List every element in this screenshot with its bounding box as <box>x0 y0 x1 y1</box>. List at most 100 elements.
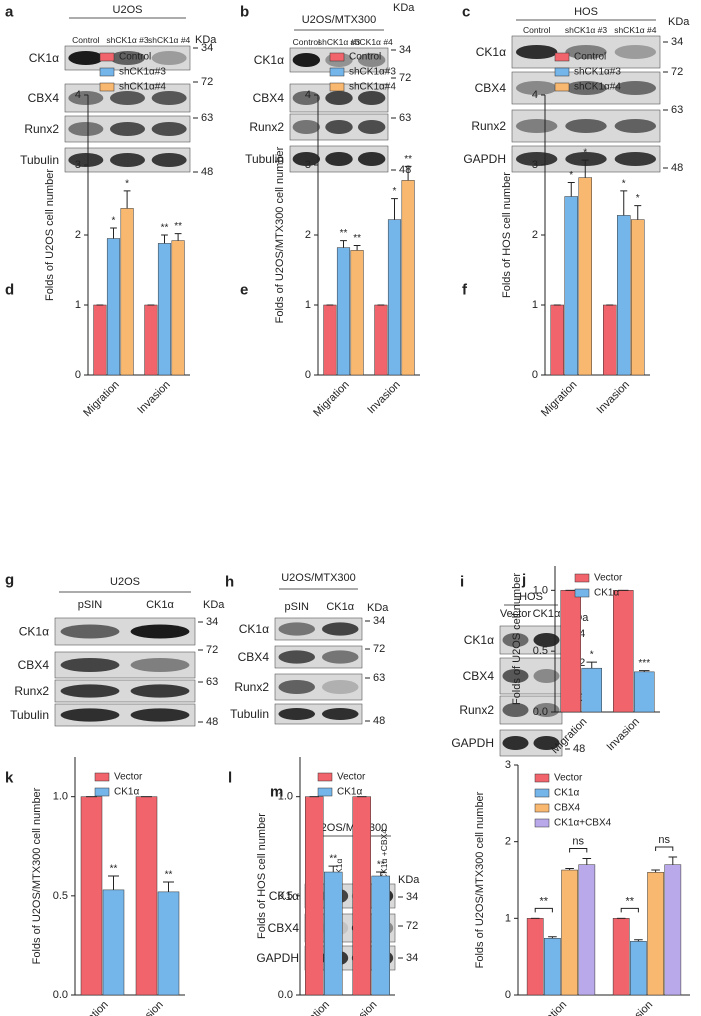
band <box>357 91 386 105</box>
band <box>502 736 529 750</box>
y-tick-label: 4 <box>532 89 538 101</box>
panel-letter: c <box>462 4 470 21</box>
lane-label: shCK1α #4 <box>351 37 394 47</box>
x-tick-label: Migration <box>529 999 569 1016</box>
lane-label: shCK1α #4 <box>148 35 191 45</box>
significance: ** <box>174 221 182 232</box>
band <box>278 622 316 636</box>
marker-label: 48 <box>206 716 218 728</box>
blot-row <box>499 657 563 695</box>
unit-label: KDa <box>398 874 420 886</box>
bar <box>578 864 596 996</box>
legend-swatch <box>534 788 550 798</box>
error-bar <box>586 661 597 669</box>
significance: ** <box>340 228 348 239</box>
row-label: Runx2 <box>14 684 49 698</box>
bar <box>647 872 664 996</box>
band <box>110 91 145 105</box>
row-label: CK1α <box>19 625 49 639</box>
band <box>130 684 190 698</box>
band <box>321 650 359 664</box>
bar <box>374 304 388 376</box>
y-axis-label: Folds of HOS cell number <box>501 172 513 298</box>
y-tick-label: 0.5 <box>53 890 68 902</box>
bar <box>336 247 351 376</box>
legend-swatch <box>329 67 345 77</box>
x-tick-label: Invasion <box>342 999 379 1016</box>
row-label: Tubulin <box>20 153 59 167</box>
band <box>292 53 321 67</box>
unit-label: KDa <box>203 599 225 611</box>
band <box>292 91 321 105</box>
marker-label: 72 <box>201 76 213 88</box>
panel-letter: d <box>5 282 14 299</box>
legend-swatch <box>534 773 550 783</box>
band <box>325 152 353 166</box>
x-tick-label: Invasion <box>135 379 172 416</box>
legend-label: CK1α <box>554 788 579 799</box>
band <box>565 152 607 166</box>
bar <box>550 304 564 376</box>
band <box>151 153 187 167</box>
band <box>614 152 657 166</box>
band <box>533 703 560 717</box>
band <box>533 669 560 683</box>
bar <box>387 219 402 376</box>
legend-label: shCK1α#3 <box>574 67 621 78</box>
band <box>357 120 386 134</box>
row-label: CBX4 <box>268 921 300 935</box>
legend-swatch <box>317 787 333 797</box>
row-label: Runx2 <box>471 119 506 133</box>
bar <box>106 238 121 376</box>
lane-label: shCK1α #3 <box>318 37 361 47</box>
band <box>515 81 558 95</box>
band <box>110 153 145 167</box>
lane-label: Control <box>72 35 100 45</box>
band <box>68 153 104 167</box>
significance: *** <box>638 658 650 669</box>
panel-letter: j <box>521 572 526 589</box>
band <box>60 624 120 639</box>
significance: ns <box>572 836 584 848</box>
x-tick-label: Invasion <box>365 379 402 416</box>
band <box>278 650 316 664</box>
band <box>565 45 607 59</box>
band <box>68 122 104 136</box>
band <box>60 658 120 672</box>
row-label: CBX4 <box>28 91 60 105</box>
error-bar <box>161 234 168 244</box>
unit-label: KDa <box>393 2 415 14</box>
bar <box>630 941 647 996</box>
y-tick-label: 0.0 <box>278 989 293 1001</box>
lane-label: Control <box>523 25 551 35</box>
legend-swatch <box>574 573 590 583</box>
row-label: CK1α <box>239 622 269 636</box>
band <box>68 51 104 65</box>
significance: ** <box>540 895 549 907</box>
band <box>130 708 190 722</box>
y-axis-label: Folds of U2OS cell number <box>511 573 523 705</box>
error-bar <box>620 190 628 216</box>
lane-label: shCK1α #4 <box>614 25 657 35</box>
error-bar <box>110 227 117 239</box>
legend-label: Control <box>349 52 381 63</box>
panel-letter: e <box>240 282 248 299</box>
bar <box>578 177 592 376</box>
row-label: GAPDH <box>451 736 494 750</box>
band <box>292 120 321 134</box>
error-bar <box>634 939 643 942</box>
error-bar <box>328 865 338 873</box>
bar <box>561 869 578 996</box>
y-tick-label: 2 <box>305 229 311 241</box>
lane-label: CK1α +CBX4 <box>379 829 389 880</box>
marker-label: 72 <box>373 643 385 655</box>
significance: ** <box>626 895 635 907</box>
y-tick-label: 1.0 <box>53 791 68 803</box>
panel-letter: i <box>460 574 464 591</box>
error-bar <box>581 159 589 178</box>
legend-swatch <box>554 52 570 62</box>
lane-label: CK1α <box>326 601 354 613</box>
band <box>614 81 657 95</box>
error-bar <box>548 936 557 939</box>
legend-label: shCK1α#3 <box>119 67 166 78</box>
